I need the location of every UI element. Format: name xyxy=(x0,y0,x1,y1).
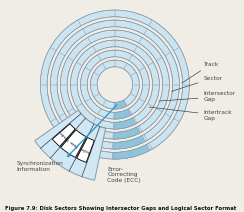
Wedge shape xyxy=(70,40,159,129)
Wedge shape xyxy=(47,17,183,152)
Wedge shape xyxy=(77,137,94,162)
Wedge shape xyxy=(52,124,75,146)
Text: Track: Track xyxy=(182,61,219,83)
Wedge shape xyxy=(90,60,139,109)
Wedge shape xyxy=(60,30,169,139)
Wedge shape xyxy=(61,130,87,158)
Text: Figure 7.9: Disk Sectors Showing Intersector Gaps and Logical Sector Format: Figure 7.9: Disk Sectors Showing Interse… xyxy=(5,206,236,211)
Circle shape xyxy=(97,67,133,102)
Wedge shape xyxy=(114,109,131,119)
Wedge shape xyxy=(50,20,179,149)
Wedge shape xyxy=(67,37,163,132)
Wedge shape xyxy=(40,10,189,159)
Wedge shape xyxy=(114,100,126,109)
Text: Trailer: Trailer xyxy=(80,145,92,154)
Wedge shape xyxy=(57,27,173,142)
Wedge shape xyxy=(113,127,141,139)
Wedge shape xyxy=(80,50,149,119)
Wedge shape xyxy=(113,118,136,129)
Text: Header: Header xyxy=(58,128,71,141)
Text: Intertrack
Gap: Intertrack Gap xyxy=(149,107,232,121)
Text: Data: Data xyxy=(69,139,80,148)
Wedge shape xyxy=(113,135,145,149)
Wedge shape xyxy=(112,144,150,159)
Text: Intersector
Gap: Intersector Gap xyxy=(159,91,235,102)
Text: Error-
Correcting
Code (ECC): Error- Correcting Code (ECC) xyxy=(107,167,141,183)
Wedge shape xyxy=(35,110,106,180)
Text: Sector: Sector xyxy=(172,75,223,91)
Wedge shape xyxy=(77,47,153,122)
Wedge shape xyxy=(87,57,143,112)
Text: Synchronization
Information: Synchronization Information xyxy=(16,161,63,172)
